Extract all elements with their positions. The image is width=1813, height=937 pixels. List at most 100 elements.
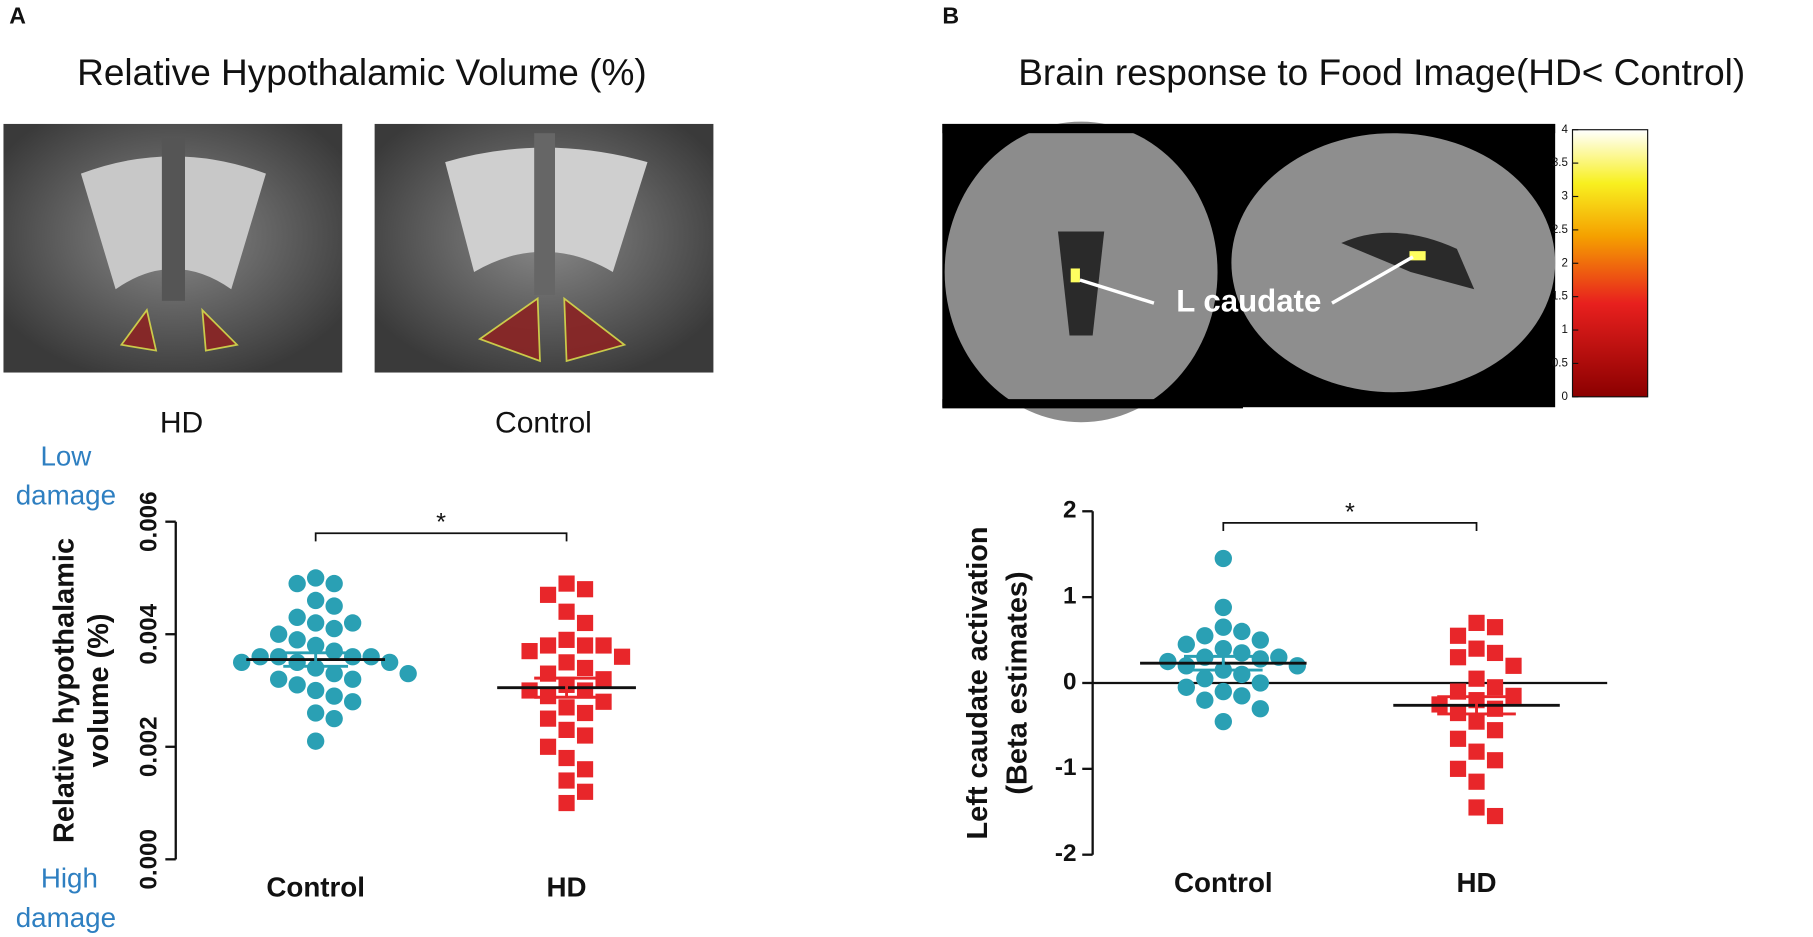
data-point bbox=[325, 709, 343, 728]
data-point bbox=[558, 749, 575, 767]
data-point bbox=[576, 727, 594, 744]
panel-label: B bbox=[942, 3, 959, 29]
scale-top: Low bbox=[40, 440, 92, 471]
data-point bbox=[325, 597, 343, 615]
data-point bbox=[1468, 713, 1485, 730]
data-point bbox=[362, 648, 380, 666]
y-tick-label: 1 bbox=[1063, 583, 1077, 610]
colorbar-tick-label: 3 bbox=[1561, 191, 1567, 203]
sem-bar bbox=[1437, 695, 1516, 716]
data-point bbox=[613, 648, 631, 665]
data-point bbox=[1486, 619, 1504, 636]
data-point bbox=[1233, 687, 1251, 705]
data-point bbox=[1214, 712, 1232, 731]
data-point bbox=[1233, 622, 1251, 641]
data-point bbox=[1486, 679, 1504, 696]
data-point bbox=[1270, 648, 1288, 666]
panel-title: Relative Hypothalamic Volume (%) bbox=[77, 52, 647, 93]
y-tick-label: -1 bbox=[1055, 754, 1077, 781]
data-point bbox=[576, 761, 594, 778]
scale-bottom: damage bbox=[16, 902, 116, 933]
data-point bbox=[1214, 618, 1232, 636]
scale-top: damage bbox=[16, 480, 116, 511]
data-point bbox=[539, 637, 557, 654]
colorbar-tick-label: 2.5 bbox=[1552, 224, 1568, 236]
data-point bbox=[1505, 657, 1522, 674]
colorbar-tick-label: 3.5 bbox=[1552, 157, 1568, 169]
colorbar-tick-label: 2 bbox=[1561, 257, 1567, 269]
scale-bottom: High bbox=[41, 862, 98, 893]
x-tick-label: HD bbox=[547, 872, 587, 903]
y-tick-label: 0.000 bbox=[136, 829, 163, 890]
data-point bbox=[232, 653, 251, 672]
significance-bracket bbox=[314, 532, 568, 542]
data-point bbox=[399, 664, 417, 683]
y-axis-label: volume (%) bbox=[83, 613, 115, 767]
data-point bbox=[1486, 722, 1504, 739]
data-point bbox=[1486, 752, 1504, 769]
data-point bbox=[269, 670, 288, 688]
annotation: * bbox=[1345, 498, 1355, 526]
data-point bbox=[558, 699, 575, 716]
fmri-image: L caudate bbox=[942, 121, 1556, 423]
data-point bbox=[306, 732, 325, 750]
data-point bbox=[1468, 743, 1485, 760]
data-point bbox=[1177, 635, 1195, 654]
data-point bbox=[1214, 549, 1232, 568]
y-tick-label: 0.002 bbox=[136, 716, 163, 777]
annotation: * bbox=[436, 509, 446, 537]
data-point bbox=[306, 659, 325, 677]
data-point bbox=[325, 619, 343, 638]
data-point bbox=[343, 648, 362, 666]
data-point bbox=[1251, 674, 1269, 692]
data-point bbox=[380, 653, 399, 672]
sem-bar bbox=[534, 676, 599, 699]
colorbar-tick-label: 1 bbox=[1561, 324, 1567, 336]
mri-image bbox=[374, 123, 714, 373]
data-point bbox=[306, 569, 325, 587]
sem-bar bbox=[1184, 654, 1263, 672]
data-point bbox=[288, 631, 306, 649]
data-point bbox=[1233, 665, 1251, 684]
data-point bbox=[1214, 598, 1232, 617]
data-point bbox=[558, 654, 575, 671]
y-tick-label: 0.006 bbox=[136, 491, 163, 552]
data-point bbox=[576, 659, 594, 677]
significance-bracket bbox=[1222, 521, 1478, 531]
mri-image bbox=[3, 123, 343, 373]
data-point bbox=[558, 603, 575, 620]
data-point bbox=[595, 693, 612, 710]
data-point bbox=[306, 704, 325, 722]
data-point bbox=[521, 643, 538, 660]
data-point bbox=[1251, 650, 1269, 668]
colorbar bbox=[1571, 129, 1649, 398]
data-point bbox=[1251, 700, 1269, 718]
y-axis-label: Relative hypothalamic bbox=[49, 538, 81, 843]
data-point bbox=[1177, 678, 1195, 696]
data-point bbox=[288, 608, 306, 627]
data-point bbox=[576, 637, 594, 654]
x-tick-label: Control bbox=[1174, 867, 1273, 898]
data-point bbox=[1177, 657, 1195, 675]
annotation: L caudate bbox=[1176, 283, 1321, 318]
y-axis-label: Left caudate activation bbox=[962, 526, 994, 839]
data-point bbox=[306, 681, 325, 700]
data-point bbox=[325, 574, 343, 593]
data-point bbox=[325, 664, 343, 683]
y-tick-label: 0 bbox=[1063, 668, 1077, 695]
data-point bbox=[539, 738, 557, 755]
data-point bbox=[1196, 670, 1214, 688]
data-point bbox=[1449, 760, 1467, 777]
x-tick-label: Control bbox=[266, 872, 365, 903]
colorbar-tick-label: 0 bbox=[1561, 391, 1567, 403]
data-point bbox=[1449, 730, 1467, 747]
data-point bbox=[1251, 631, 1269, 649]
data-point bbox=[1486, 644, 1504, 662]
data-point bbox=[1468, 640, 1485, 657]
data-point bbox=[1486, 807, 1504, 825]
panel-title: Brain response to Food Image(HD< Control… bbox=[1018, 52, 1745, 93]
image-label: HD bbox=[160, 407, 203, 440]
data-point bbox=[288, 676, 306, 694]
data-point bbox=[1214, 639, 1232, 658]
data-point bbox=[269, 625, 288, 643]
